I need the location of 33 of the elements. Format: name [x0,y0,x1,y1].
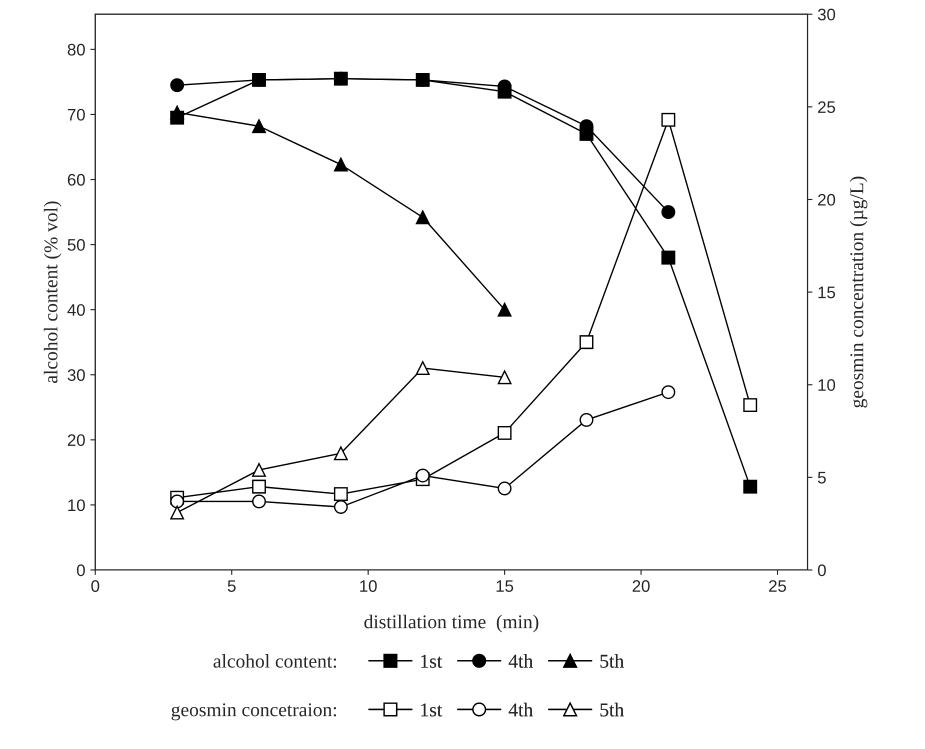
x-tick-label: 25 [769,580,786,592]
legend-label: 4th [508,702,533,716]
y-tick-label: 30 [68,369,85,381]
y2-axis-title: geosmin concentration (µg/L) [850,176,868,408]
x-tick-label: 20 [632,580,650,592]
y-tick-label: 20 [68,434,85,446]
text: geosmin concetraion: [172,703,336,720]
y2-tick-label: 25 [818,101,836,114]
legend-label: 1st [421,703,442,716]
y-axis-title: alcohol content (% vol) [44,201,62,383]
y2-tick-label: 5 [818,472,826,484]
x-tick-label: 5 [228,580,236,592]
text: alcohol content: [214,654,336,668]
x-axis-title: distillation time (min) [364,614,538,632]
x-tick-label: 15 [496,580,514,592]
legend-label: 4th [508,654,533,668]
x-tick-label: 0 [91,580,100,592]
y-tick-label: 50 [68,239,85,251]
legend-label: 5th [600,702,624,716]
y2-tick-label: 15 [818,286,836,298]
y-tick-label: 70 [68,108,85,121]
y2-tick-label: 0 [818,564,826,576]
x-tick-label: 10 [360,580,377,592]
y-tick-label: 40 [67,304,85,316]
y-tick-label: 0 [76,564,85,576]
y-tick-label: 80 [68,44,85,56]
legend-label: 1st [421,654,442,668]
y2-tick-label: 30 [818,8,836,20]
y-tick-label: 10 [68,499,85,512]
legend-label: 5th [600,654,624,668]
y2-tick-label: 20 [818,194,836,206]
y-tick-label: 60 [68,174,85,186]
y2-tick-label: 10 [818,379,836,391]
